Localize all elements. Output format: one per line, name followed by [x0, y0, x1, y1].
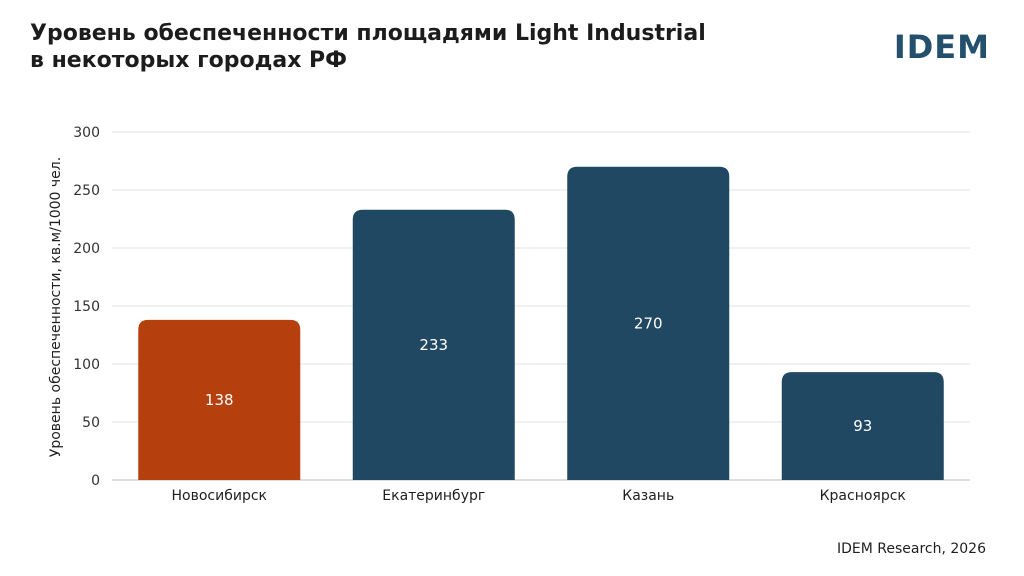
y-tick-label-50: 50: [82, 415, 100, 431]
data-label-4: 93: [853, 417, 872, 435]
bar-2: [352, 209, 515, 480]
data-label-1: 138: [205, 391, 234, 409]
y-tick-label-300: 300: [73, 125, 100, 141]
x-tick-label-4: Красноярск: [820, 488, 906, 504]
x-tick-label-2: Екатеринбург: [382, 488, 485, 504]
data-label-2: 233: [419, 336, 448, 354]
x-tick-label-1: Новосибирск: [172, 488, 267, 504]
idem-logo: IDEM: [893, 28, 990, 66]
y-tick-label-200: 200: [73, 241, 100, 257]
bar-4: [781, 372, 944, 480]
y-tick-label-0: 0: [91, 473, 100, 489]
source-note: IDEM Research, 2026: [836, 541, 986, 557]
x-axis-ticks: Новосибирск Екатеринбург Казань Красноярск: [172, 488, 906, 504]
y-tick-label-100: 100: [73, 357, 100, 373]
y-axis-ticks: 0 50 100 150 200 250 300: [73, 125, 100, 489]
bars: [138, 166, 944, 481]
chart-title-line-2: в некоторых городах РФ: [30, 48, 347, 73]
y-axis-label: Уровень обеспеченности, кв.м/1000 чел.: [48, 157, 64, 457]
bar-1: [138, 319, 301, 480]
data-label-3: 270: [634, 314, 663, 332]
y-tick-label-250: 250: [73, 183, 100, 199]
data-labels: 138 233 270 93: [205, 314, 872, 435]
chart-title: Уровень обеспеченности площадями Light I…: [30, 20, 790, 74]
chart-title-line-1: Уровень обеспеченности площадями Light I…: [30, 21, 706, 46]
y-tick-label-150: 150: [73, 299, 100, 315]
x-tick-label-3: Казань: [622, 488, 674, 504]
bar-3: [567, 166, 730, 481]
